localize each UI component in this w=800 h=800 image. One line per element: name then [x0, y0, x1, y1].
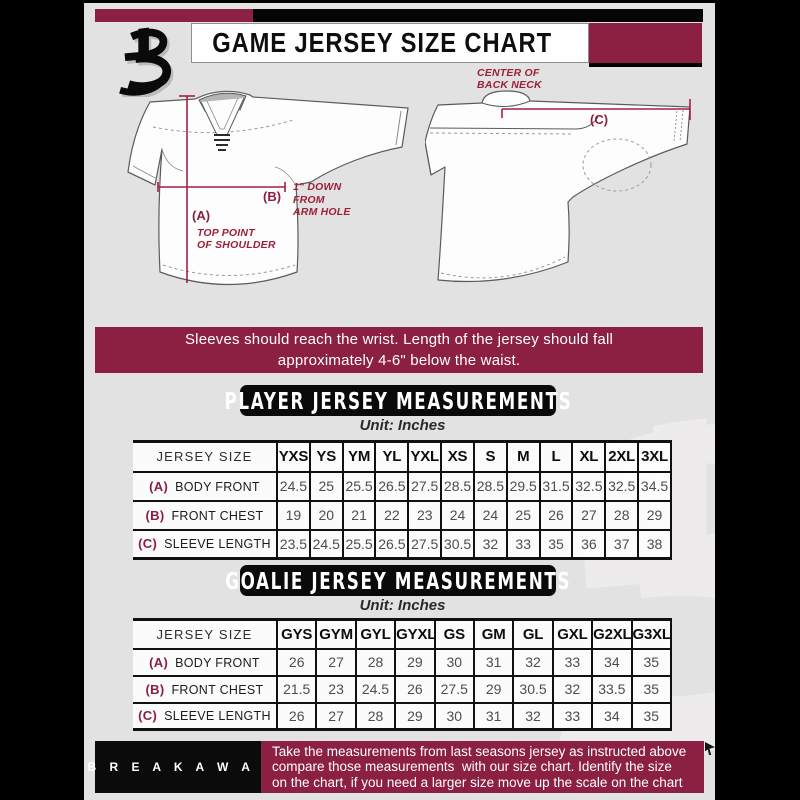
- player-unit-label: Unit: Inches: [359, 417, 446, 434]
- corner-cell: JERSEY SIZE: [133, 619, 277, 649]
- player-size-table: JERSEY SIZE YXS YS YM YL YXL XS S M L XL…: [133, 440, 672, 560]
- footer-line2: compare those measurements with our size…: [272, 759, 672, 775]
- header-stripe-maroon: [95, 9, 253, 22]
- back-jersey-diagram: [425, 90, 691, 283]
- title-maroon-block: [589, 23, 702, 67]
- content-area: GAME JERSEY SIZE CHART: [84, 3, 715, 800]
- table-row: (B) FRONT CHEST 19 20 21 22 23 24 24 25 2…: [133, 499, 672, 530]
- footer-instructions: Take the measurements from last seasons …: [261, 741, 704, 793]
- table-header-row: JERSEY SIZE GYS GYM GYL GYXL GS GM GL GX…: [133, 619, 673, 649]
- table-row: (A) BODY FRONT 26 27 28 29 30 31 32 33 34…: [133, 647, 673, 676]
- row-label: (B) FRONT CHEST: [133, 674, 277, 703]
- front-jersey-diagram: [127, 90, 409, 286]
- footer-line1: Take the measurements from last seasons …: [272, 743, 687, 759]
- fit-notice-banner: Sleeves should reach the wrist. Length o…: [95, 327, 703, 373]
- goalie-unit-label: Unit: Inches: [359, 597, 446, 614]
- header-stripe-black: [253, 9, 703, 22]
- label-a: (A): [192, 208, 211, 223]
- shoulder-caption: TOP POINT OF SHOULDER: [197, 227, 276, 251]
- row-label: (B) FRONT CHEST: [133, 499, 277, 530]
- cursor-artifact: [705, 742, 715, 755]
- row-label: (A) BODY FRONT: [133, 647, 277, 676]
- fit-notice-line2: approximately 4-6" below the waist.: [277, 352, 521, 369]
- label-c: (C): [590, 112, 609, 127]
- footer-line3: on the chart, if you need a larger size …: [272, 774, 683, 790]
- back-neck-caption: CENTER OF BACK NECK: [477, 67, 542, 91]
- corner-cell: JERSEY SIZE: [133, 441, 277, 472]
- row-label: (C) SLEEVE LENGTH: [133, 701, 277, 730]
- goalie-section-heading: GOALIE JERSEY MEASUREMENTS: [225, 565, 569, 596]
- table-row: (B) FRONT CHEST 21.5 23 24.5 26 27.5 29 3…: [133, 674, 673, 703]
- footer-bar: B R E A K A W A Y Take the measurements …: [95, 741, 704, 793]
- title-band: GAME JERSEY SIZE CHART: [191, 23, 702, 67]
- header-stripe: [95, 9, 703, 22]
- table-row: (C) SLEEVE LENGTH 23.5 24.5 25.5 26.5 27.…: [133, 528, 672, 559]
- player-section-heading: PLAYER JERSEY MEASUREMENTS: [224, 385, 570, 416]
- page-title: GAME JERSEY SIZE CHART: [212, 27, 552, 58]
- fit-notice-line1: Sleeves should reach the wrist. Length o…: [184, 331, 614, 348]
- footer-brand-name: B R E A K A W A Y: [87, 760, 276, 774]
- goalie-size-table: JERSEY SIZE GYS GYM GYL GYXL GS GM GL GX…: [133, 618, 673, 731]
- row-label: (C) SLEEVE LENGTH: [133, 528, 277, 559]
- label-b: (B): [263, 189, 282, 204]
- table-header-row: JERSEY SIZE YXS YS YM YL YXL XS S M L XL…: [133, 441, 672, 472]
- title-box: GAME JERSEY SIZE CHART: [191, 23, 589, 63]
- armhole-caption: 1" DOWN FROM ARM HOLE: [293, 181, 351, 218]
- table-row: (C) SLEEVE LENGTH 26 27 28 29 30 31 32 33…: [133, 701, 673, 730]
- footer-brand-panel: B R E A K A W A Y: [95, 741, 271, 793]
- table-row: (A) BODY FRONT 24.5 25 25.5 26.5 27.5 28.…: [133, 470, 672, 501]
- row-label: (A) BODY FRONT: [133, 470, 277, 501]
